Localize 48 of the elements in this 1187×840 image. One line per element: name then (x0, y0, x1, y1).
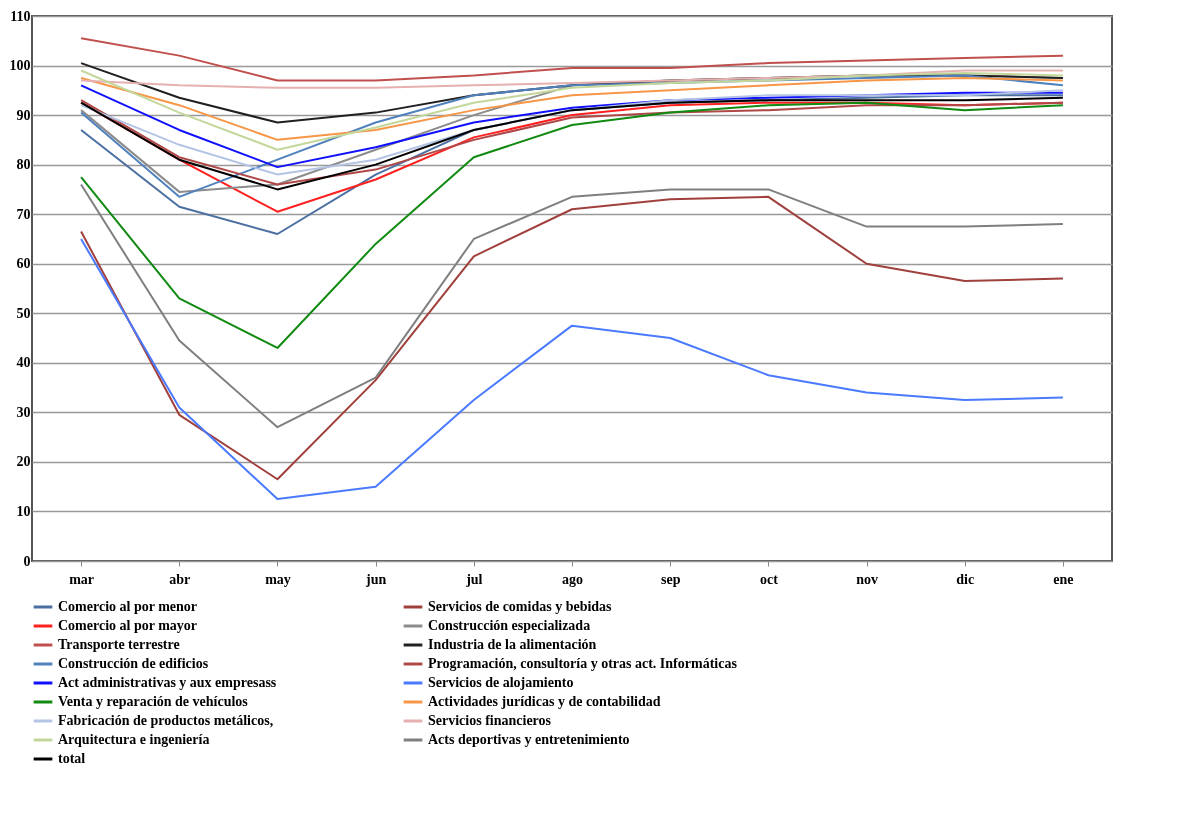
x-tick-label: sep (660, 571, 681, 587)
legend-label: Servicios de comidas y bebidas (428, 599, 613, 614)
line-series (80, 37, 1064, 82)
line-series (80, 76, 1064, 141)
y-tick-label: 50 (16, 305, 31, 321)
legend-label: Venta y reparación de vehículos (58, 694, 249, 709)
y-tick-label: 80 (16, 157, 31, 173)
y-tick-label: 40 (16, 355, 31, 371)
line-series (80, 69, 1064, 151)
x-tick-label: jun (365, 571, 387, 587)
legend-label: Transporte terrestre (58, 637, 180, 652)
line-series (80, 237, 1064, 501)
x-tick-label: ene (1053, 571, 1074, 587)
y-tick-label: 90 (16, 107, 31, 123)
legend-label: Actividades jurídicas y de contabilidad (428, 694, 661, 709)
x-tick-label: dic (956, 571, 975, 587)
legend-label: Construcción especializada (428, 618, 591, 633)
legend-label: Comercio al por menor (58, 599, 198, 614)
y-tick-label: 60 (16, 256, 31, 272)
y-tick-label: 70 (16, 206, 31, 222)
y-tick-label: 10 (16, 503, 31, 519)
legend-label: Act administrativas y aux empresass (58, 675, 277, 690)
legend-label: Arquitectura e ingeniería (58, 732, 210, 747)
line-series (80, 101, 1064, 349)
x-tick-label: mar (69, 571, 95, 587)
line-series (80, 69, 1064, 89)
legend-label: Acts deportivas y entretenimiento (428, 732, 630, 747)
x-tick-label: oct (759, 571, 779, 587)
legend-label: Comercio al por mayor (58, 618, 198, 633)
y-tick-label: 100 (9, 58, 31, 74)
legend-label: Industria de la alimentación (428, 637, 597, 652)
x-tick-label: ago (562, 571, 583, 587)
legend-label: Servicios financieros (428, 713, 552, 728)
y-tick-label: 0 (23, 553, 31, 569)
line-series (80, 183, 1064, 429)
x-tick-label: nov (856, 571, 878, 587)
y-tick-label: 20 (16, 454, 31, 470)
legend-label: Programación, consultoría y otras act. Informáticas (428, 656, 738, 671)
legend-label: total (58, 751, 86, 766)
line-series (80, 195, 1064, 481)
legend-label: Construcción de edificios (58, 656, 209, 671)
legend-label: Fabricación de productos metálicos, (58, 713, 274, 728)
y-tick-label: 30 (16, 404, 31, 420)
x-tick-label: may (265, 571, 291, 587)
x-tick-label: abr (169, 571, 191, 587)
y-tick-label: 110 (10, 8, 31, 24)
legend-label: Servicios de alojamiento (428, 675, 574, 690)
x-tick-label: jul (465, 571, 483, 587)
